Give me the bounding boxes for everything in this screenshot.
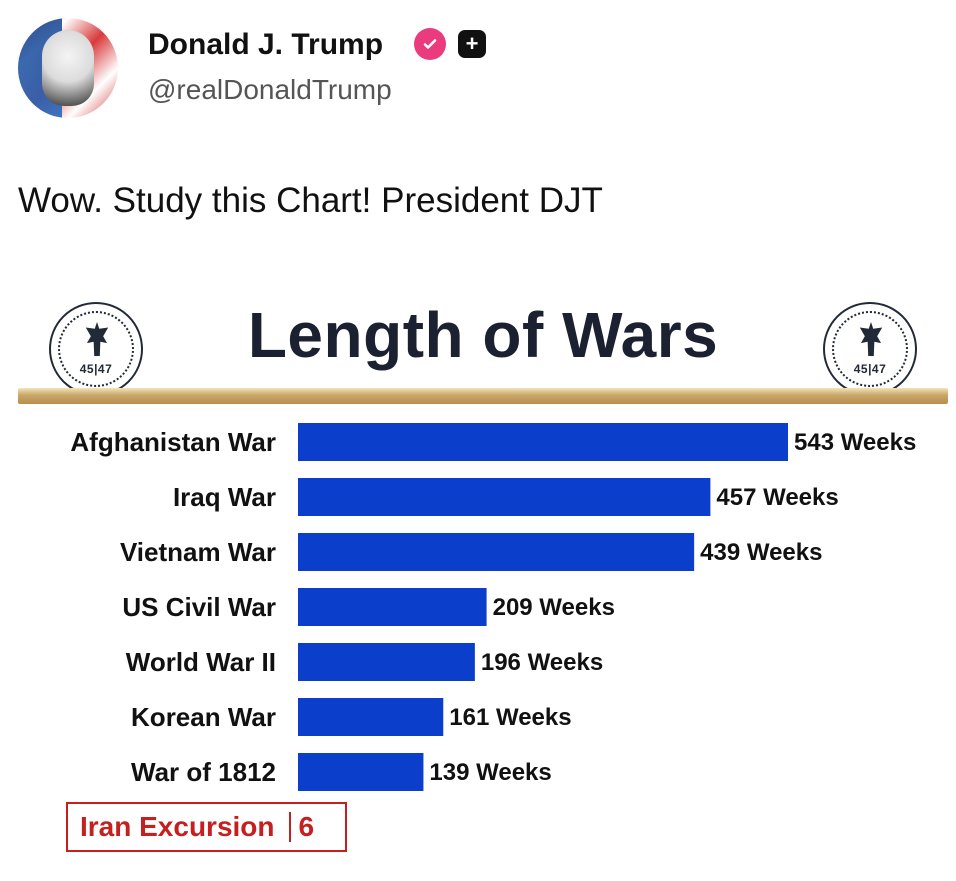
bar bbox=[298, 423, 788, 461]
highlight-value: 6 bbox=[298, 811, 315, 842]
bar bbox=[298, 643, 475, 681]
verified-badge-icon bbox=[414, 28, 446, 60]
bar bbox=[298, 533, 695, 571]
iran-excursion-highlight: Iran Excursion 6 bbox=[66, 802, 347, 852]
category-label: Korean War bbox=[131, 702, 276, 732]
value-label: 209 Weeks bbox=[493, 594, 615, 621]
presidential-seal-icon-right: 45|47 bbox=[823, 302, 917, 396]
bar bbox=[298, 478, 711, 516]
chart-panel: 45|47 Length of Wars 45|47 Afghanistan W… bbox=[18, 282, 948, 867]
post-header: Donald J. Trump + @realDonaldTrump bbox=[18, 18, 638, 118]
highlight-label: Iran Excursion bbox=[80, 811, 275, 842]
chart-title: Length of Wars bbox=[247, 299, 719, 371]
category-label: World War II bbox=[126, 647, 276, 677]
seal-text-left: 45|47 bbox=[79, 362, 113, 376]
category-label: War of 1812 bbox=[131, 757, 276, 787]
category-label: Iraq War bbox=[173, 482, 276, 512]
presidential-seal-icon-left: 45|47 bbox=[49, 302, 143, 396]
bar bbox=[298, 698, 444, 736]
value-label: 139 Weeks bbox=[429, 759, 551, 786]
seal-text-right: 45|47 bbox=[853, 362, 887, 376]
bar bbox=[298, 753, 424, 791]
avatar-face bbox=[42, 30, 94, 106]
value-label: 543 Weeks bbox=[794, 429, 916, 456]
category-label: Vietnam War bbox=[120, 537, 276, 567]
plus-badge-icon: + bbox=[458, 30, 486, 58]
highlight-divider bbox=[288, 812, 291, 842]
post-text: Wow. Study this Chart! President DJT bbox=[18, 181, 603, 220]
profile-avatar[interactable] bbox=[18, 18, 118, 118]
user-handle[interactable]: @realDonaldTrump bbox=[148, 74, 392, 105]
bar bbox=[298, 588, 487, 626]
value-label: 439 Weeks bbox=[700, 539, 822, 566]
value-label: 196 Weeks bbox=[481, 649, 603, 676]
display-name[interactable]: Donald J. Trump bbox=[148, 28, 384, 61]
value-label: 457 Weeks bbox=[716, 484, 838, 511]
category-label: US Civil War bbox=[122, 592, 276, 622]
value-label: 161 Weeks bbox=[449, 704, 571, 731]
bar-chart: Afghanistan War 543 Weeks Iraq War 457 Week… bbox=[70, 423, 916, 791]
category-label: Afghanistan War bbox=[70, 427, 276, 457]
gold-divider bbox=[18, 388, 948, 404]
